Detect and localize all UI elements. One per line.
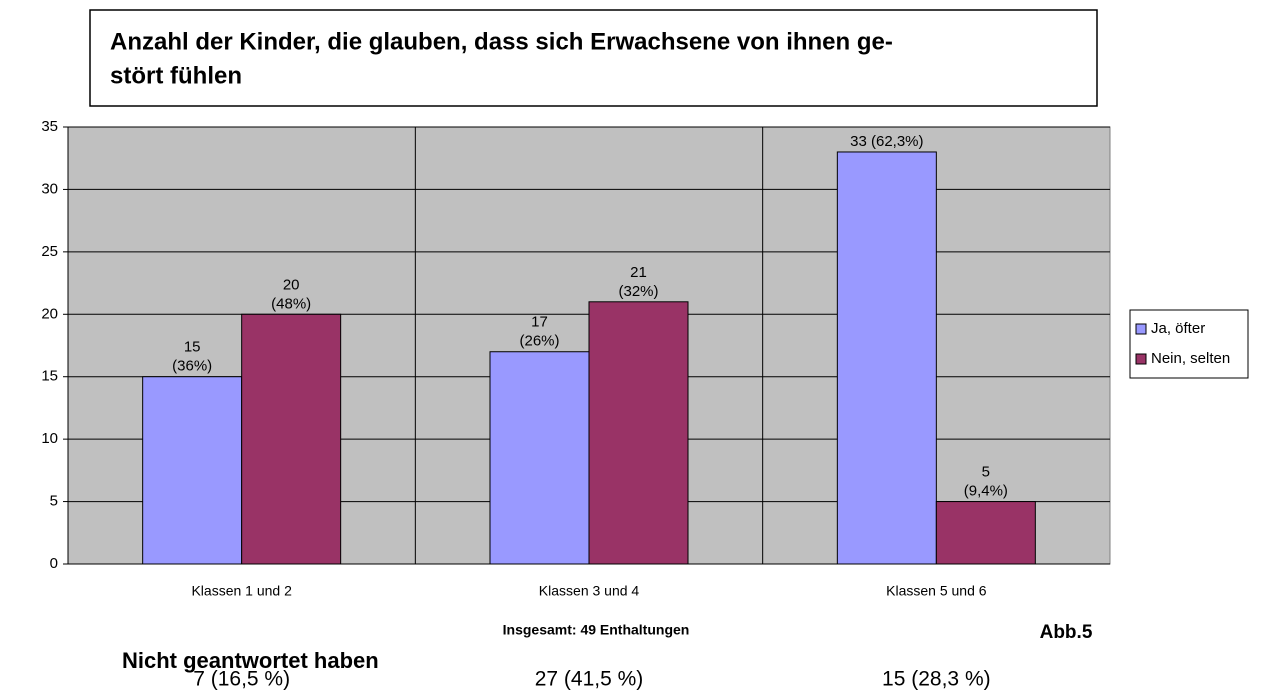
bar (588, 301, 689, 565)
legend-box (1129, 309, 1249, 379)
no-answer-heading: Nicht geantwortet haben (122, 648, 379, 673)
title-box (89, 9, 1098, 107)
bar (489, 351, 590, 565)
legend-swatch (1135, 323, 1147, 335)
no-answer-value: 27 (41,5 %) (535, 668, 644, 691)
no-answer-value: 15 (28,3 %) (882, 668, 991, 691)
y-tick-label: 0 (50, 555, 58, 572)
legend-label: Ja, öfter (1151, 320, 1205, 337)
value-label: 5 (982, 464, 990, 481)
value-label: 21 (630, 264, 647, 281)
chart-title: Anzahl der Kinder, die glauben, dass sic… (110, 28, 893, 55)
bar (935, 501, 1036, 565)
x-tick-label: Klassen 1 und 2 (191, 583, 292, 599)
value-label: 15 (184, 339, 201, 356)
y-tick-label: 35 (41, 118, 58, 135)
value-label: 17 (531, 314, 548, 331)
bar (142, 376, 243, 565)
bar (836, 151, 937, 565)
value-label: (36%) (172, 358, 212, 375)
value-label: (32%) (618, 283, 658, 300)
y-tick-label: 20 (41, 305, 58, 322)
value-label: 20 (283, 276, 300, 293)
value-label: 33 (62,3%) (850, 133, 923, 150)
no-answer-value: 7 (16,5 %) (193, 668, 290, 691)
y-tick-label: 10 (41, 430, 58, 447)
figure-label: Abb.5 (1040, 622, 1093, 643)
value-label: (48%) (271, 295, 311, 312)
x-tick-label: Klassen 5 und 6 (886, 583, 987, 599)
x-tick-label: Klassen 3 und 4 (539, 583, 640, 599)
total-note: Insgesamt: 49 Enthaltungen (503, 622, 690, 638)
value-label: (26%) (519, 333, 559, 350)
value-label: (9,4%) (964, 483, 1008, 500)
y-tick-label: 15 (41, 368, 58, 385)
bar (241, 313, 342, 565)
y-tick-label: 30 (41, 180, 58, 197)
y-tick-label: 5 (50, 493, 58, 510)
chart-title: stört fühlen (110, 62, 242, 89)
legend-label: Nein, selten (1151, 350, 1230, 367)
legend-swatch (1135, 353, 1147, 365)
y-tick-label: 25 (41, 243, 58, 260)
